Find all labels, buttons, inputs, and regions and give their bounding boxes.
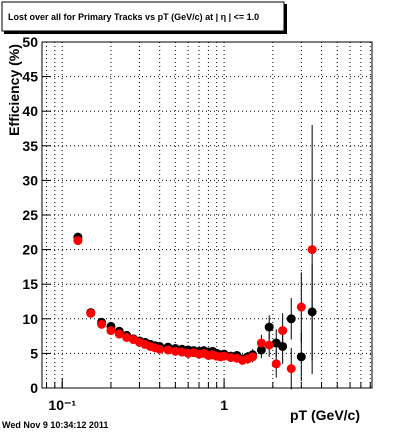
y-tick-label: 40 xyxy=(22,103,38,119)
data-point xyxy=(307,245,317,255)
y-tick-label: 10 xyxy=(22,311,38,327)
data-point xyxy=(264,322,274,332)
data-point xyxy=(278,326,288,336)
y-axis-label: Efficiency (%) xyxy=(6,44,22,136)
y-tick-label: 5 xyxy=(30,345,38,361)
data-point xyxy=(106,326,116,336)
x-axis-label: pT (GeV/c) xyxy=(290,407,360,423)
y-tick-label: 45 xyxy=(22,69,38,85)
chart-title: Lost over all for Primary Tracks vs pT (… xyxy=(8,12,259,22)
plot-frame xyxy=(41,41,373,389)
title-box xyxy=(1,1,285,32)
data-point xyxy=(163,345,173,355)
data-point xyxy=(248,352,258,362)
y-tick-label: 0 xyxy=(30,380,38,396)
data-point xyxy=(86,308,96,318)
data-point xyxy=(296,302,306,312)
data-point xyxy=(286,364,296,374)
x-tick-label: 1 xyxy=(220,397,228,413)
data-point xyxy=(170,346,180,356)
data-point xyxy=(256,338,266,348)
data-point xyxy=(296,352,306,362)
data-point xyxy=(264,340,274,350)
y-tick-label: 30 xyxy=(22,172,38,188)
data-point xyxy=(271,359,281,369)
data-point xyxy=(73,236,83,246)
data-point xyxy=(155,344,165,354)
data-point xyxy=(219,351,229,361)
y-tick-label: 20 xyxy=(22,242,38,258)
y-tick-label: 15 xyxy=(22,276,38,292)
x-tick-label: 10⁻¹ xyxy=(48,397,76,413)
data-point xyxy=(114,329,124,339)
footer: Wed Nov 9 10:34:12 2011 xyxy=(2,420,108,430)
data-point xyxy=(97,319,107,329)
data-point xyxy=(286,314,296,324)
y-tick-label: 50 xyxy=(22,34,38,50)
y-tick-label: 25 xyxy=(22,207,38,223)
y-tick-label: 35 xyxy=(22,138,38,154)
